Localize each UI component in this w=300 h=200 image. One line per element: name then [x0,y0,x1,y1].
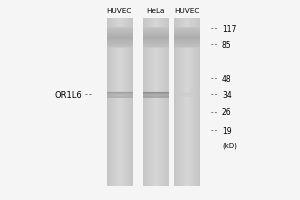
Text: (kD): (kD) [222,143,237,149]
Text: --: -- [210,40,219,49]
Text: 48: 48 [222,74,232,84]
Text: --: -- [84,90,94,99]
Text: 26: 26 [222,108,232,117]
Text: 117: 117 [222,24,236,33]
Text: HUVEC: HUVEC [174,8,200,14]
Text: --: -- [210,127,219,136]
Text: OR1L6: OR1L6 [55,90,82,99]
Text: 34: 34 [222,90,232,99]
Text: --: -- [210,24,219,33]
Text: 85: 85 [222,40,232,49]
Text: HUVEC: HUVEC [106,8,132,14]
Text: HeLa: HeLa [146,8,164,14]
Text: 19: 19 [222,127,232,136]
Text: --: -- [210,74,219,84]
Text: --: -- [210,90,219,99]
Text: --: -- [210,108,219,117]
